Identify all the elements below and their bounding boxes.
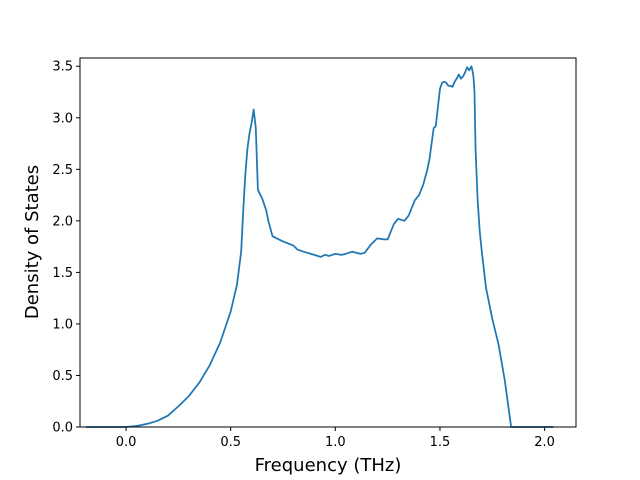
y-tick-label: 0.5 xyxy=(52,369,73,384)
y-axis-ticks: 0.0 0.5 1.0 1.5 2.0 2.5 3.0 3.5 xyxy=(52,60,80,436)
x-tick-label: 0.5 xyxy=(220,435,241,450)
y-tick-label: 1.0 xyxy=(52,317,73,332)
dos-series-line xyxy=(85,65,554,428)
x-axis-ticks: 0.0 0.5 1.0 1.5 2.0 xyxy=(116,427,555,450)
y-tick-label: 2.0 xyxy=(52,214,73,229)
plot-frame xyxy=(79,57,577,428)
y-tick-label: 2.5 xyxy=(52,163,73,178)
x-tick-label: 1.5 xyxy=(430,435,451,450)
y-tick-label: 3.5 xyxy=(52,60,73,75)
x-tick-label: 2.0 xyxy=(534,435,555,450)
x-axis-label: Frequency (THz) xyxy=(255,455,402,476)
x-tick-label: 0.0 xyxy=(116,435,137,450)
x-tick-label: 1.0 xyxy=(325,435,346,450)
y-tick-label: 0.0 xyxy=(52,421,73,436)
y-tick-label: 3.0 xyxy=(52,111,73,126)
y-tick-label: 1.5 xyxy=(52,266,73,281)
y-axis-label: Density of States xyxy=(22,165,43,319)
